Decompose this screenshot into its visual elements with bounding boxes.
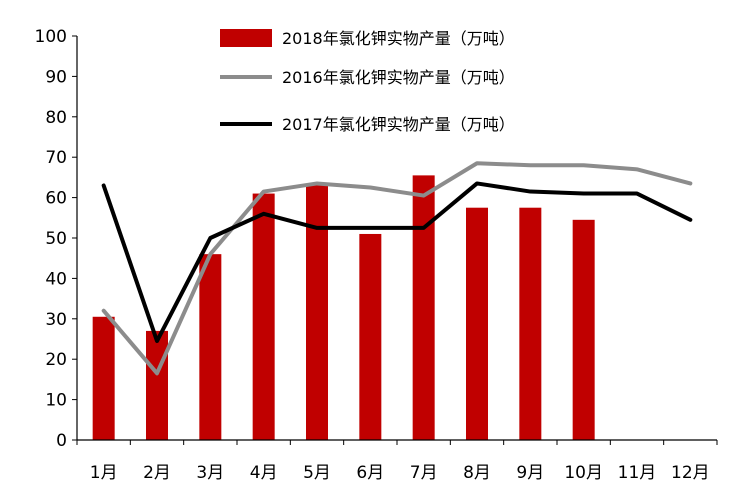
bar-4月 bbox=[252, 193, 275, 440]
legend-label: 2017年氯化钾实物产量（万吨） bbox=[282, 115, 515, 134]
x-ticks: 1月 2月 3月 4月 5月 6月 7月 8月 9月 10月 11月 12月 bbox=[76, 440, 718, 483]
y-tick-label: 30 bbox=[45, 310, 67, 330]
legend: 2018年氯化钾实物产量（万吨） 2016年氯化钾实物产量（万吨） 2017年氯化钾… bbox=[220, 29, 515, 134]
x-tick-label: 1月 bbox=[90, 463, 118, 483]
bar-2月 bbox=[146, 330, 168, 440]
x-tick-label: 6月 bbox=[356, 463, 384, 483]
line-series-2 bbox=[101, 181, 693, 344]
x-tick-label: 4月 bbox=[250, 463, 278, 483]
y-tick-label: 80 bbox=[45, 108, 67, 128]
x-tick-label: 8月 bbox=[463, 463, 491, 483]
y-tick-label: 0 bbox=[56, 431, 67, 451]
x-tick-label: 10月 bbox=[564, 463, 603, 483]
bar-7月 bbox=[412, 175, 435, 440]
x-tick-label: 9月 bbox=[516, 463, 544, 483]
x-tick-label: 11月 bbox=[618, 463, 657, 483]
x-tick-label: 3月 bbox=[196, 463, 224, 483]
bar-10月 bbox=[572, 219, 595, 440]
bar-series-2018 bbox=[92, 175, 595, 440]
y-tick-label: 50 bbox=[45, 229, 67, 249]
y-tick-label: 90 bbox=[45, 67, 67, 87]
bar-9月 bbox=[519, 207, 542, 440]
axes: 0 10 20 30 40 50 60 70 80 90 100 1月 2月 3月 4月 5月 6月 7月 8月 9… bbox=[35, 27, 718, 483]
legend-label: 2018年氯化钾实物产量（万吨） bbox=[282, 29, 515, 48]
line-series bbox=[101, 161, 693, 376]
bar-5月 bbox=[306, 185, 328, 440]
bar-8月 bbox=[466, 207, 488, 440]
x-tick-label: 2月 bbox=[143, 463, 171, 483]
bar-1月 bbox=[92, 316, 115, 440]
y-ticks: 0 10 20 30 40 50 60 70 80 90 100 bbox=[35, 27, 77, 451]
x-tick-label: 5月 bbox=[303, 463, 331, 483]
bar-6月 bbox=[359, 233, 382, 440]
y-tick-label: 100 bbox=[35, 27, 67, 47]
legend-label: 2016年氯化钾实物产量（万吨） bbox=[282, 68, 515, 87]
bar-3月 bbox=[199, 254, 222, 440]
y-tick-label: 10 bbox=[45, 391, 67, 411]
legend-swatch bbox=[220, 29, 272, 47]
y-tick-label: 40 bbox=[45, 269, 67, 289]
line-series-1 bbox=[101, 161, 693, 376]
x-tick-label: 7月 bbox=[410, 463, 438, 483]
x-tick-label: 12月 bbox=[671, 463, 710, 483]
y-tick-label: 20 bbox=[45, 350, 67, 370]
y-tick-label: 70 bbox=[45, 148, 67, 168]
y-tick-label: 60 bbox=[45, 189, 67, 209]
